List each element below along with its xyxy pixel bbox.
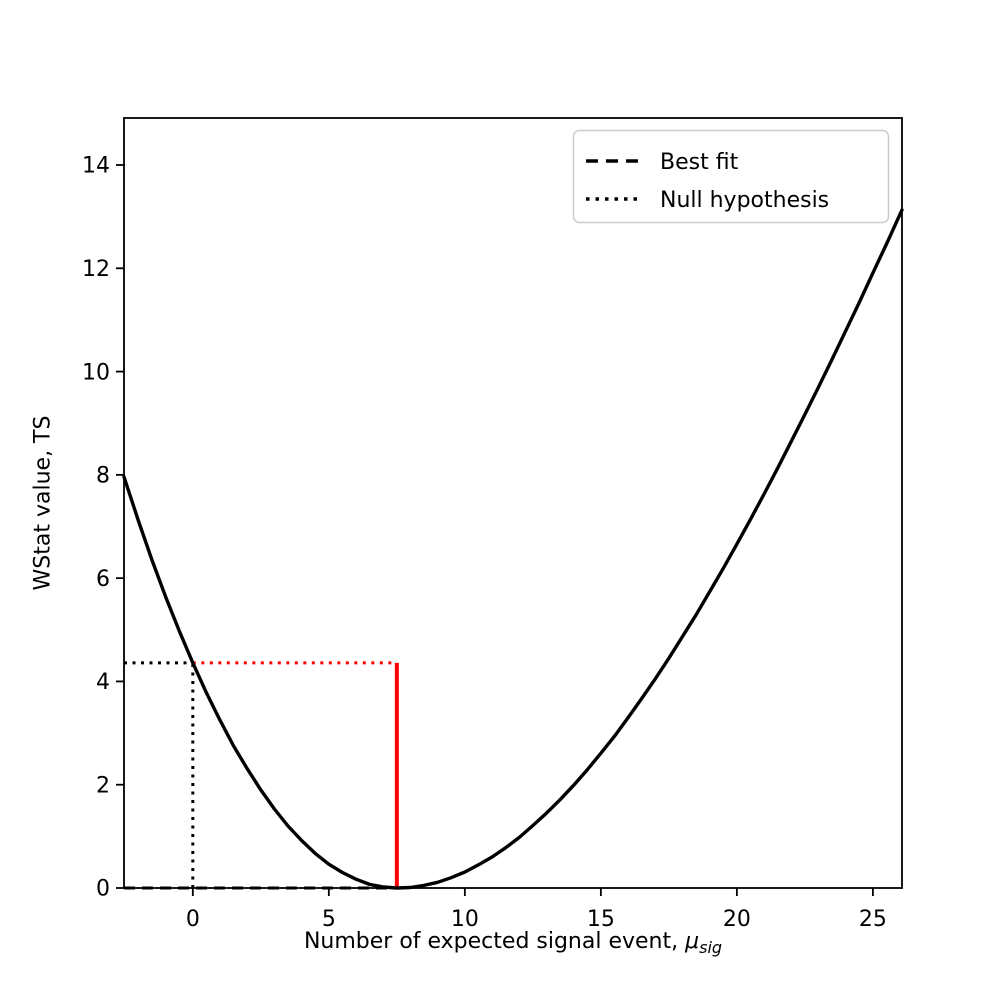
x-tick-label: 0 [186,907,200,932]
x-tick-label: 15 [587,907,615,932]
y-tick-label: 8 [96,464,110,489]
legend-label: Best fit [660,150,739,175]
x-axis-label: Number of expected signal event, μsig [304,929,722,957]
legend-box [572,129,890,224]
y-tick-label: 2 [96,773,110,798]
x-tick-label: 20 [723,907,751,932]
x-tick-label: 5 [322,907,336,932]
y-tick-label: 10 [82,360,110,385]
y-tick-label: 6 [96,567,110,592]
x-tick-label: 25 [859,907,887,932]
mu-subscript: sig [699,938,723,957]
y-axis-label: WStat value, TS [30,415,56,591]
x-axis-label-text: Number of expected signal event, [303,929,686,954]
mu-symbol: μ [685,929,700,954]
y-tick-label: 0 [96,877,110,902]
x-tick-label: 10 [451,907,479,932]
y-tick-label: 14 [82,154,110,179]
y-tick-label: 4 [96,670,110,695]
wstat-profile-curve [122,208,904,890]
plot-border [123,117,903,889]
y-tick-label: 12 [82,257,110,282]
legend-label: Null hypothesis [660,188,829,213]
